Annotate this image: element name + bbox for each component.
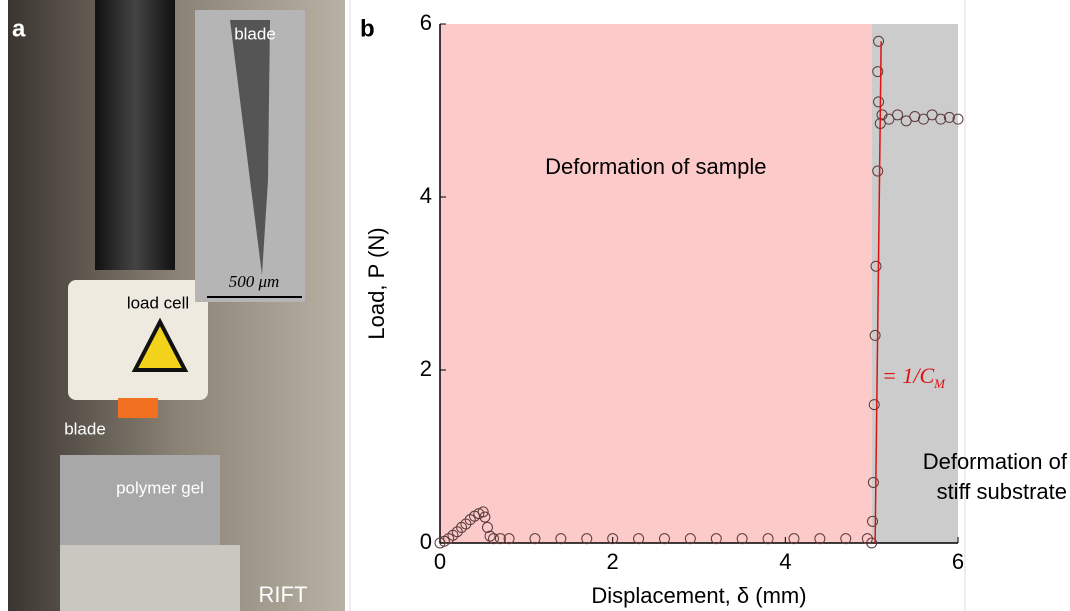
point — [868, 399, 880, 411]
region-label: Deformation of — [923, 449, 1068, 474]
load-cell-label: load cell — [127, 293, 189, 312]
point — [477, 506, 489, 518]
inset-label: blade — [234, 24, 276, 43]
y-tick-label: 2 — [420, 356, 432, 381]
gel-block — [60, 455, 220, 545]
point — [607, 533, 619, 545]
point — [503, 533, 515, 545]
point — [494, 533, 506, 545]
point — [900, 115, 912, 127]
point — [762, 533, 774, 545]
point — [479, 511, 491, 523]
chart: Deformation of sample Deformation of stiff… — [360, 10, 1068, 608]
photo: a blade 500 μm load cell blade polymer g… — [8, 0, 345, 611]
point — [872, 165, 884, 177]
point — [710, 533, 722, 545]
point — [867, 515, 879, 527]
point — [909, 111, 921, 123]
point — [873, 35, 885, 47]
point — [460, 518, 472, 530]
point — [481, 521, 493, 533]
point — [633, 533, 645, 545]
point — [555, 533, 567, 545]
point — [872, 66, 884, 78]
y-tick-label: 6 — [420, 10, 432, 35]
point — [529, 533, 541, 545]
x-tick-label: 0 — [434, 549, 446, 574]
bellows — [95, 0, 175, 270]
x-tick-label: 4 — [779, 549, 791, 574]
point — [840, 533, 852, 545]
point — [484, 530, 496, 542]
point — [451, 526, 463, 538]
point — [917, 113, 929, 125]
point — [870, 260, 882, 272]
x-axis-label: Displacement, δ (mm) — [591, 583, 806, 608]
point — [581, 533, 593, 545]
point — [658, 533, 670, 545]
panel-label: b — [360, 15, 375, 42]
panel-label: a — [12, 15, 26, 42]
point — [814, 533, 826, 545]
rift-label: RIFT — [259, 582, 308, 607]
point — [736, 533, 748, 545]
region — [440, 24, 872, 543]
point — [488, 533, 500, 545]
y-axis-label: Load, P (N) — [364, 227, 389, 339]
point — [861, 533, 873, 545]
y-tick-label: 0 — [420, 529, 432, 554]
fit-label-text: = 1/C — [882, 363, 934, 388]
point — [952, 113, 964, 125]
warning-sign — [131, 317, 189, 372]
point — [684, 533, 696, 545]
region-label: stiff substrate — [937, 479, 1067, 504]
fit-label: = 1/CM — [882, 363, 946, 391]
point — [866, 537, 878, 549]
point — [788, 533, 800, 545]
collar — [118, 398, 158, 418]
scale-label: 500 μm — [229, 272, 280, 291]
x-tick-label: 2 — [607, 549, 619, 574]
fit-label-sub: M — [933, 376, 946, 391]
y-tick-label: 4 — [420, 183, 432, 208]
blade-label: blade — [64, 419, 106, 438]
point — [926, 109, 938, 121]
region — [871, 24, 958, 543]
sem-blade — [230, 20, 270, 275]
point — [935, 113, 947, 125]
region-label: Deformation of sample — [545, 154, 766, 179]
gel-label: polymer gel — [116, 478, 204, 497]
point — [869, 329, 881, 341]
x-tick-label: 6 — [952, 549, 964, 574]
point — [867, 476, 879, 488]
point — [892, 109, 904, 121]
fit-line — [874, 41, 882, 544]
base-block — [60, 545, 240, 611]
point — [943, 111, 955, 123]
point — [873, 96, 885, 108]
point — [883, 113, 895, 125]
